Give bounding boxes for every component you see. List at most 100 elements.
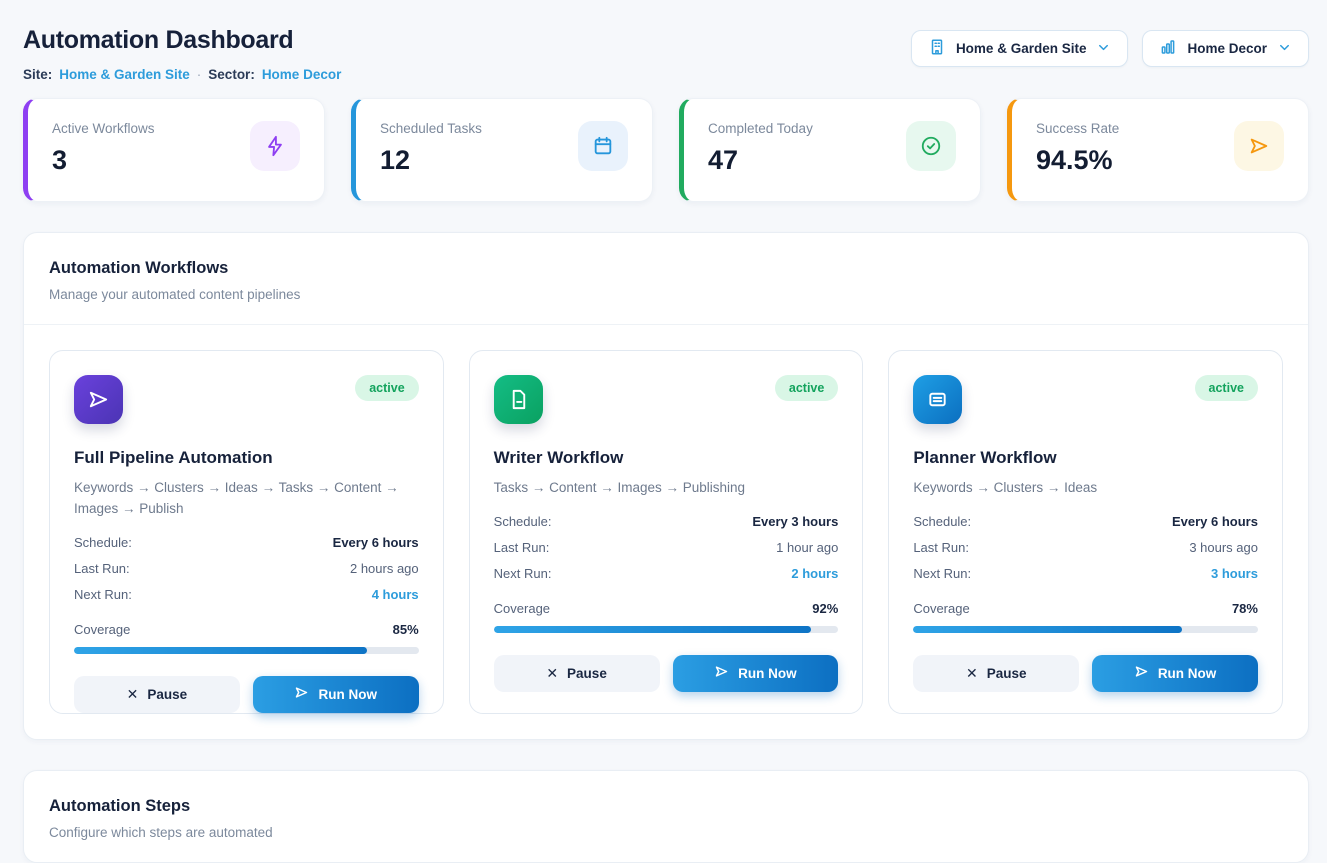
stat-card-success-rate: Success Rate 94.5% [1007,98,1309,202]
next-run-label: Next Run: [913,565,972,581]
steps-section-header: Automation Steps Configure which steps a… [24,771,1308,862]
section-subtitle: Manage your automated content pipelines [49,287,301,302]
last-run-label: Last Run: [493,539,550,555]
page-header: Automation Dashboard Site: Home & Garden… [23,20,1309,82]
workflow-card-writer: active Writer Workflow Tasks → Content →… [468,350,864,714]
document-icon [493,375,543,424]
card-actions: ✕ Pause Run Now [74,675,419,713]
header-left: Automation Dashboard Site: Home & Garden… [23,20,341,82]
stat-value: 94.5% [1036,145,1113,175]
last-run-row: Last Run: 2 hours ago [74,561,419,576]
stat-text: Active Workflows 3 [52,121,155,179]
building-icon [928,38,946,59]
pause-button[interactable]: ✕ Pause [913,654,1080,692]
stat-value: 12 [380,145,411,175]
coverage-row: Coverage 85% [74,622,419,637]
sector-link[interactable]: Home Decor [261,67,342,82]
send-icon [1234,121,1284,171]
workflow-description: Tasks → Content → Images → Publishing [493,480,746,495]
workflow-title: Full Pipeline Automation [74,448,273,467]
workflow-title: Writer Workflow [493,448,624,467]
run-now-label: Run Now [1157,665,1217,681]
page-title: Automation Dashboard [23,26,294,54]
sector-label: Sector: [208,67,255,82]
progress-fill [493,625,811,633]
schedule-value: Every 3 hours [752,513,839,529]
schedule-label: Schedule: [74,534,132,550]
run-now-button[interactable]: Run Now [252,675,419,713]
workflow-cards: active Full Pipeline Automation Keywords… [24,325,1308,739]
stat-label: Scheduled Tasks [380,121,482,136]
card-top: active [913,375,1258,424]
stat-label: Success Rate [1036,121,1120,136]
schedule-row: Schedule: Every 6 hours [913,514,1258,529]
stat-card-completed-today: Completed Today 47 [679,98,981,202]
x-icon: ✕ [546,664,559,681]
pause-button[interactable]: ✕ Pause [74,675,240,713]
send-icon [714,664,729,682]
coverage-value: 92% [812,600,839,616]
last-run-label: Last Run: [913,539,969,555]
steps-section: Automation Steps Configure which steps a… [23,770,1309,863]
pause-label: Pause [567,665,607,681]
coverage-value: 78% [1231,600,1258,616]
site-link[interactable]: Home & Garden Site [59,67,190,82]
site-dropdown[interactable]: Home & Garden Site [910,30,1129,67]
schedule-value: Every 6 hours [1171,513,1258,529]
run-now-label: Run Now [738,665,797,681]
workflow-meta: Schedule: Every 3 hours Last Run: 1 hour… [494,514,839,581]
run-now-label: Run Now [318,686,377,702]
stat-text: Completed Today 47 [708,121,813,179]
pause-label: Pause [147,686,188,702]
send-icon [74,375,123,424]
next-run-label: Next Run: [493,565,552,581]
last-run-value: 2 hours ago [349,560,419,576]
coverage-row: Coverage 78% [913,601,1258,616]
card-actions: ✕ Pause Run Now [913,654,1258,692]
status-badge: active [355,375,419,401]
run-now-button[interactable]: Run Now [672,654,839,692]
section-title: Automation Steps [49,797,191,815]
last-run-value: 3 hours ago [1189,539,1258,555]
schedule-label: Schedule: [913,513,972,529]
list-icon [913,375,963,424]
workflows-section: Automation Workflows Manage your automat… [23,232,1309,740]
site-label: Site: [23,67,53,82]
stat-value: 3 [52,145,68,175]
run-now-button[interactable]: Run Now [1092,654,1258,692]
last-run-value: 1 hour ago [776,539,839,555]
stat-label: Completed Today [708,121,813,136]
stat-value: 47 [708,145,739,175]
stat-card-scheduled-tasks: Scheduled Tasks 12 [351,98,653,202]
next-run-label: Next Run: [74,586,132,602]
schedule-label: Schedule: [493,513,552,529]
send-icon [294,685,309,703]
card-top: active [493,375,839,424]
lightning-icon [250,121,300,171]
pause-button[interactable]: ✕ Pause [493,654,660,692]
chevron-down-icon [1096,40,1111,58]
progress-fill [913,625,1183,633]
progress-track [74,646,419,654]
coverage-block: Coverage 92% [493,600,839,633]
workflow-meta: Schedule: Every 6 hours Last Run: 3 hour… [913,514,1258,581]
stat-card-active-workflows: Active Workflows 3 [23,98,325,202]
sector-dropdown[interactable]: Home Decor [1142,30,1309,67]
progress-track [913,625,1258,633]
breadcrumb: Site: Home & Garden Site · Sector: Home … [23,67,341,82]
sector-dropdown-label: Home Decor [1187,41,1267,56]
progress-fill [74,646,367,654]
section-subtitle: Configure which steps are automated [49,825,273,840]
header-dropdowns: Home & Garden Site Home Decor [910,30,1309,67]
x-icon: ✕ [126,685,139,702]
coverage-label: Coverage [493,600,551,616]
coverage-value: 85% [392,621,419,637]
workflow-meta: Schedule: Every 6 hours Last Run: 2 hour… [74,535,419,602]
workflow-card-planner: active Planner Workflow Keywords → Clust… [888,350,1283,714]
next-run-value: 4 hours [371,586,419,602]
check-circle-icon [906,121,956,171]
bar-chart-icon [1159,38,1177,59]
next-run-row: Next Run: 3 hours [913,566,1258,581]
workflow-title: Planner Workflow [913,448,1057,467]
coverage-block: Coverage 85% [74,622,419,654]
